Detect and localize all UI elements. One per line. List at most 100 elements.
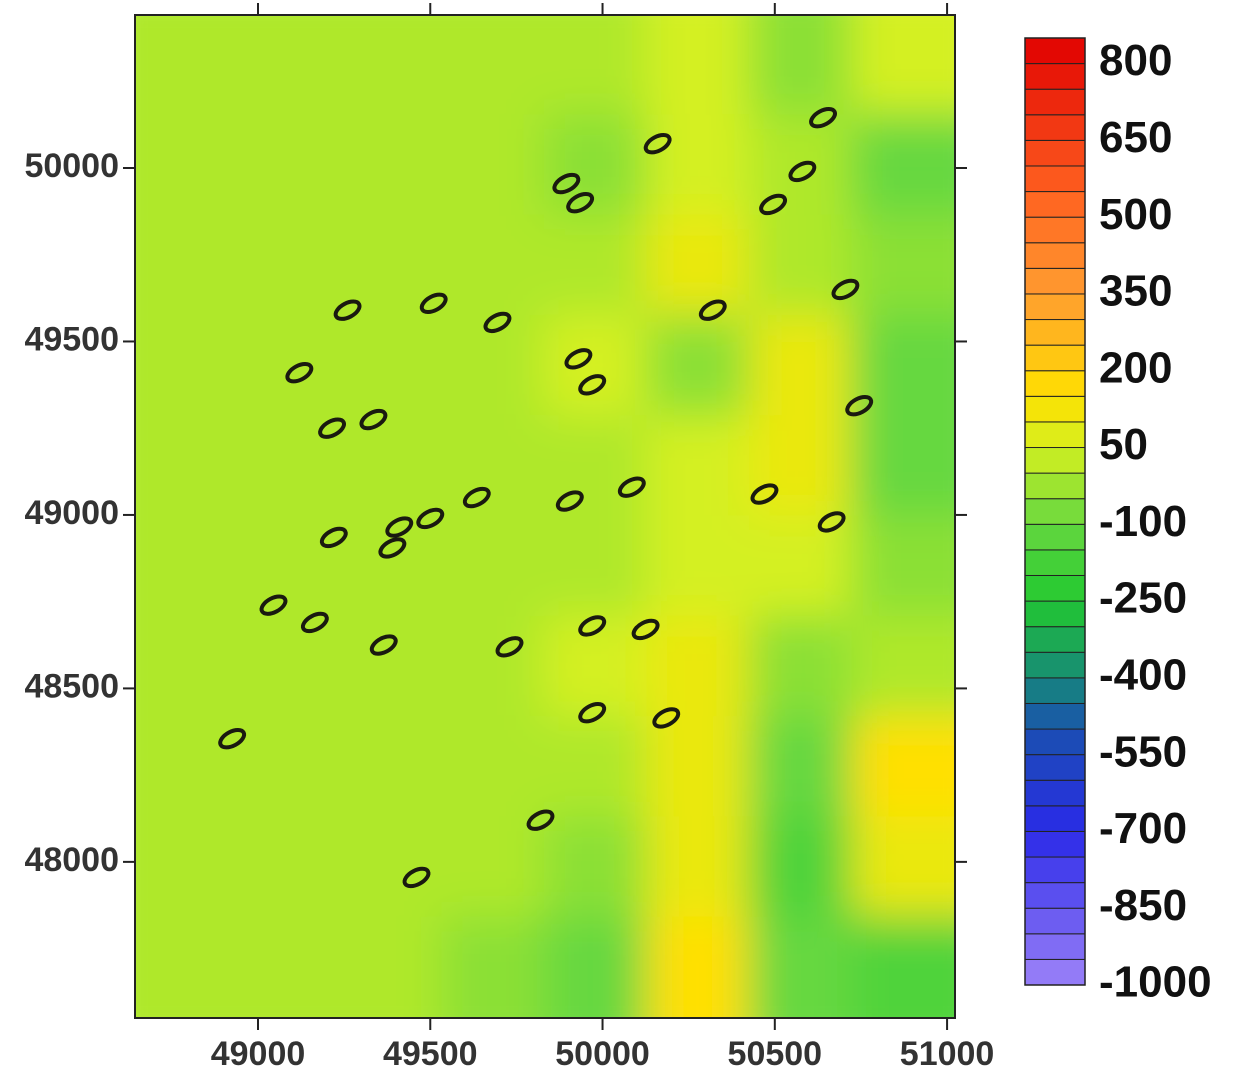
colorbar-band [1024, 958, 1086, 986]
x-tick-label: 51000 [900, 1035, 995, 1073]
colorbar-label: -400 [1099, 650, 1187, 699]
colorbar-band [1024, 370, 1086, 397]
colorbar-label: 350 [1099, 267, 1172, 316]
colorbar-band [1024, 114, 1086, 141]
colorbar-band [1024, 856, 1086, 884]
marker [300, 611, 329, 634]
colorbar-frame [1024, 37, 1086, 986]
heat-cell [646, 114, 751, 217]
y-tick-label: 48500 [24, 667, 119, 705]
colorbar-band [1024, 600, 1086, 628]
heat-cell [646, 615, 751, 719]
marker [552, 172, 581, 195]
heat-cell [441, 615, 546, 719]
marker [578, 615, 607, 637]
heat-cell [135, 15, 240, 118]
marker [578, 374, 607, 396]
marker [845, 394, 874, 417]
marker [750, 483, 779, 505]
heat-cell [646, 916, 751, 1018]
colorbar-band [1024, 447, 1086, 474]
marker [419, 292, 448, 314]
marker [369, 634, 398, 656]
heat-cell [441, 816, 546, 919]
heat-cell [544, 114, 649, 217]
x-tick-label: 49500 [383, 1035, 478, 1073]
colorbar-band [1024, 37, 1086, 65]
colorbar-label: 50 [1099, 420, 1148, 469]
colorbar-band [1024, 933, 1086, 960]
heat-cell [544, 515, 649, 618]
colorbar-band [1024, 472, 1086, 500]
heat-cell [646, 15, 751, 118]
heat-cell [236, 716, 341, 819]
colorbar-label: 500 [1099, 190, 1172, 239]
heat-cell [749, 515, 854, 618]
colorbar-band [1024, 574, 1086, 602]
heat-cell [646, 716, 751, 819]
colorbar-band [1024, 267, 1086, 295]
marker [788, 160, 817, 183]
heat-cell [135, 515, 240, 618]
heat-cell [544, 314, 649, 418]
colorbar: 800 650 500 350 200 50 -100 -250 -400 -550 -700 -85… [1024, 36, 1212, 1007]
colorbar-label: -550 [1099, 727, 1187, 776]
heat-cell [646, 415, 751, 518]
colorbar-label: 200 [1099, 343, 1172, 392]
colorbar-band [1024, 139, 1086, 167]
heat-cell [646, 816, 751, 919]
colorbar-band [1024, 498, 1086, 525]
colorbar-band [1024, 805, 1086, 832]
heat-cell [236, 816, 341, 919]
colorbar-band [1024, 293, 1086, 321]
colorbar-label: 800 [1099, 36, 1172, 85]
colorbar-band [1024, 779, 1086, 807]
heat-cell [749, 916, 854, 1018]
marker [333, 299, 362, 321]
heat-cell [544, 916, 649, 1018]
heat-cell [851, 415, 955, 518]
colorbar-label: -700 [1099, 804, 1187, 853]
colorbar-band [1024, 728, 1086, 756]
heat-cell [339, 716, 444, 819]
marker [495, 636, 524, 658]
colorbar-label: -250 [1099, 574, 1187, 623]
y-tick-label: 50000 [24, 147, 119, 185]
marker [817, 511, 846, 533]
heat-cell [441, 515, 546, 618]
colorbar-label: -1000 [1099, 958, 1212, 1007]
heat-cell [544, 214, 649, 317]
heat-cell [749, 314, 854, 418]
heat-cell [441, 114, 546, 217]
marker [318, 417, 347, 439]
marker [285, 362, 314, 384]
heat-cell [339, 515, 444, 618]
marker [698, 299, 727, 321]
heat-cell [749, 15, 854, 118]
heat-cell [851, 515, 955, 618]
heat-cell [236, 314, 341, 418]
marker [566, 192, 595, 214]
heat-cell [749, 615, 854, 719]
marker [564, 348, 593, 370]
colorbar-band [1024, 549, 1086, 576]
marker [652, 707, 681, 729]
heat-cell [339, 916, 444, 1018]
heat-cell [851, 816, 955, 919]
heat-cell [236, 415, 341, 518]
x-tick-label: 49000 [211, 1035, 306, 1073]
marker [526, 809, 555, 831]
colorbar-band [1024, 191, 1086, 218]
heat-cell [749, 214, 854, 317]
heat-cell [339, 415, 444, 518]
heat-cell [749, 816, 854, 919]
heat-cell [339, 816, 444, 919]
heat-cell [135, 716, 240, 819]
y-tick-label: 49500 [24, 320, 119, 358]
heat-cell [135, 415, 240, 518]
heat-cell [135, 314, 240, 418]
colorbar-band [1024, 907, 1086, 935]
heat-cell [236, 114, 341, 217]
heat-cell [851, 716, 955, 819]
heat-cell [135, 916, 240, 1018]
